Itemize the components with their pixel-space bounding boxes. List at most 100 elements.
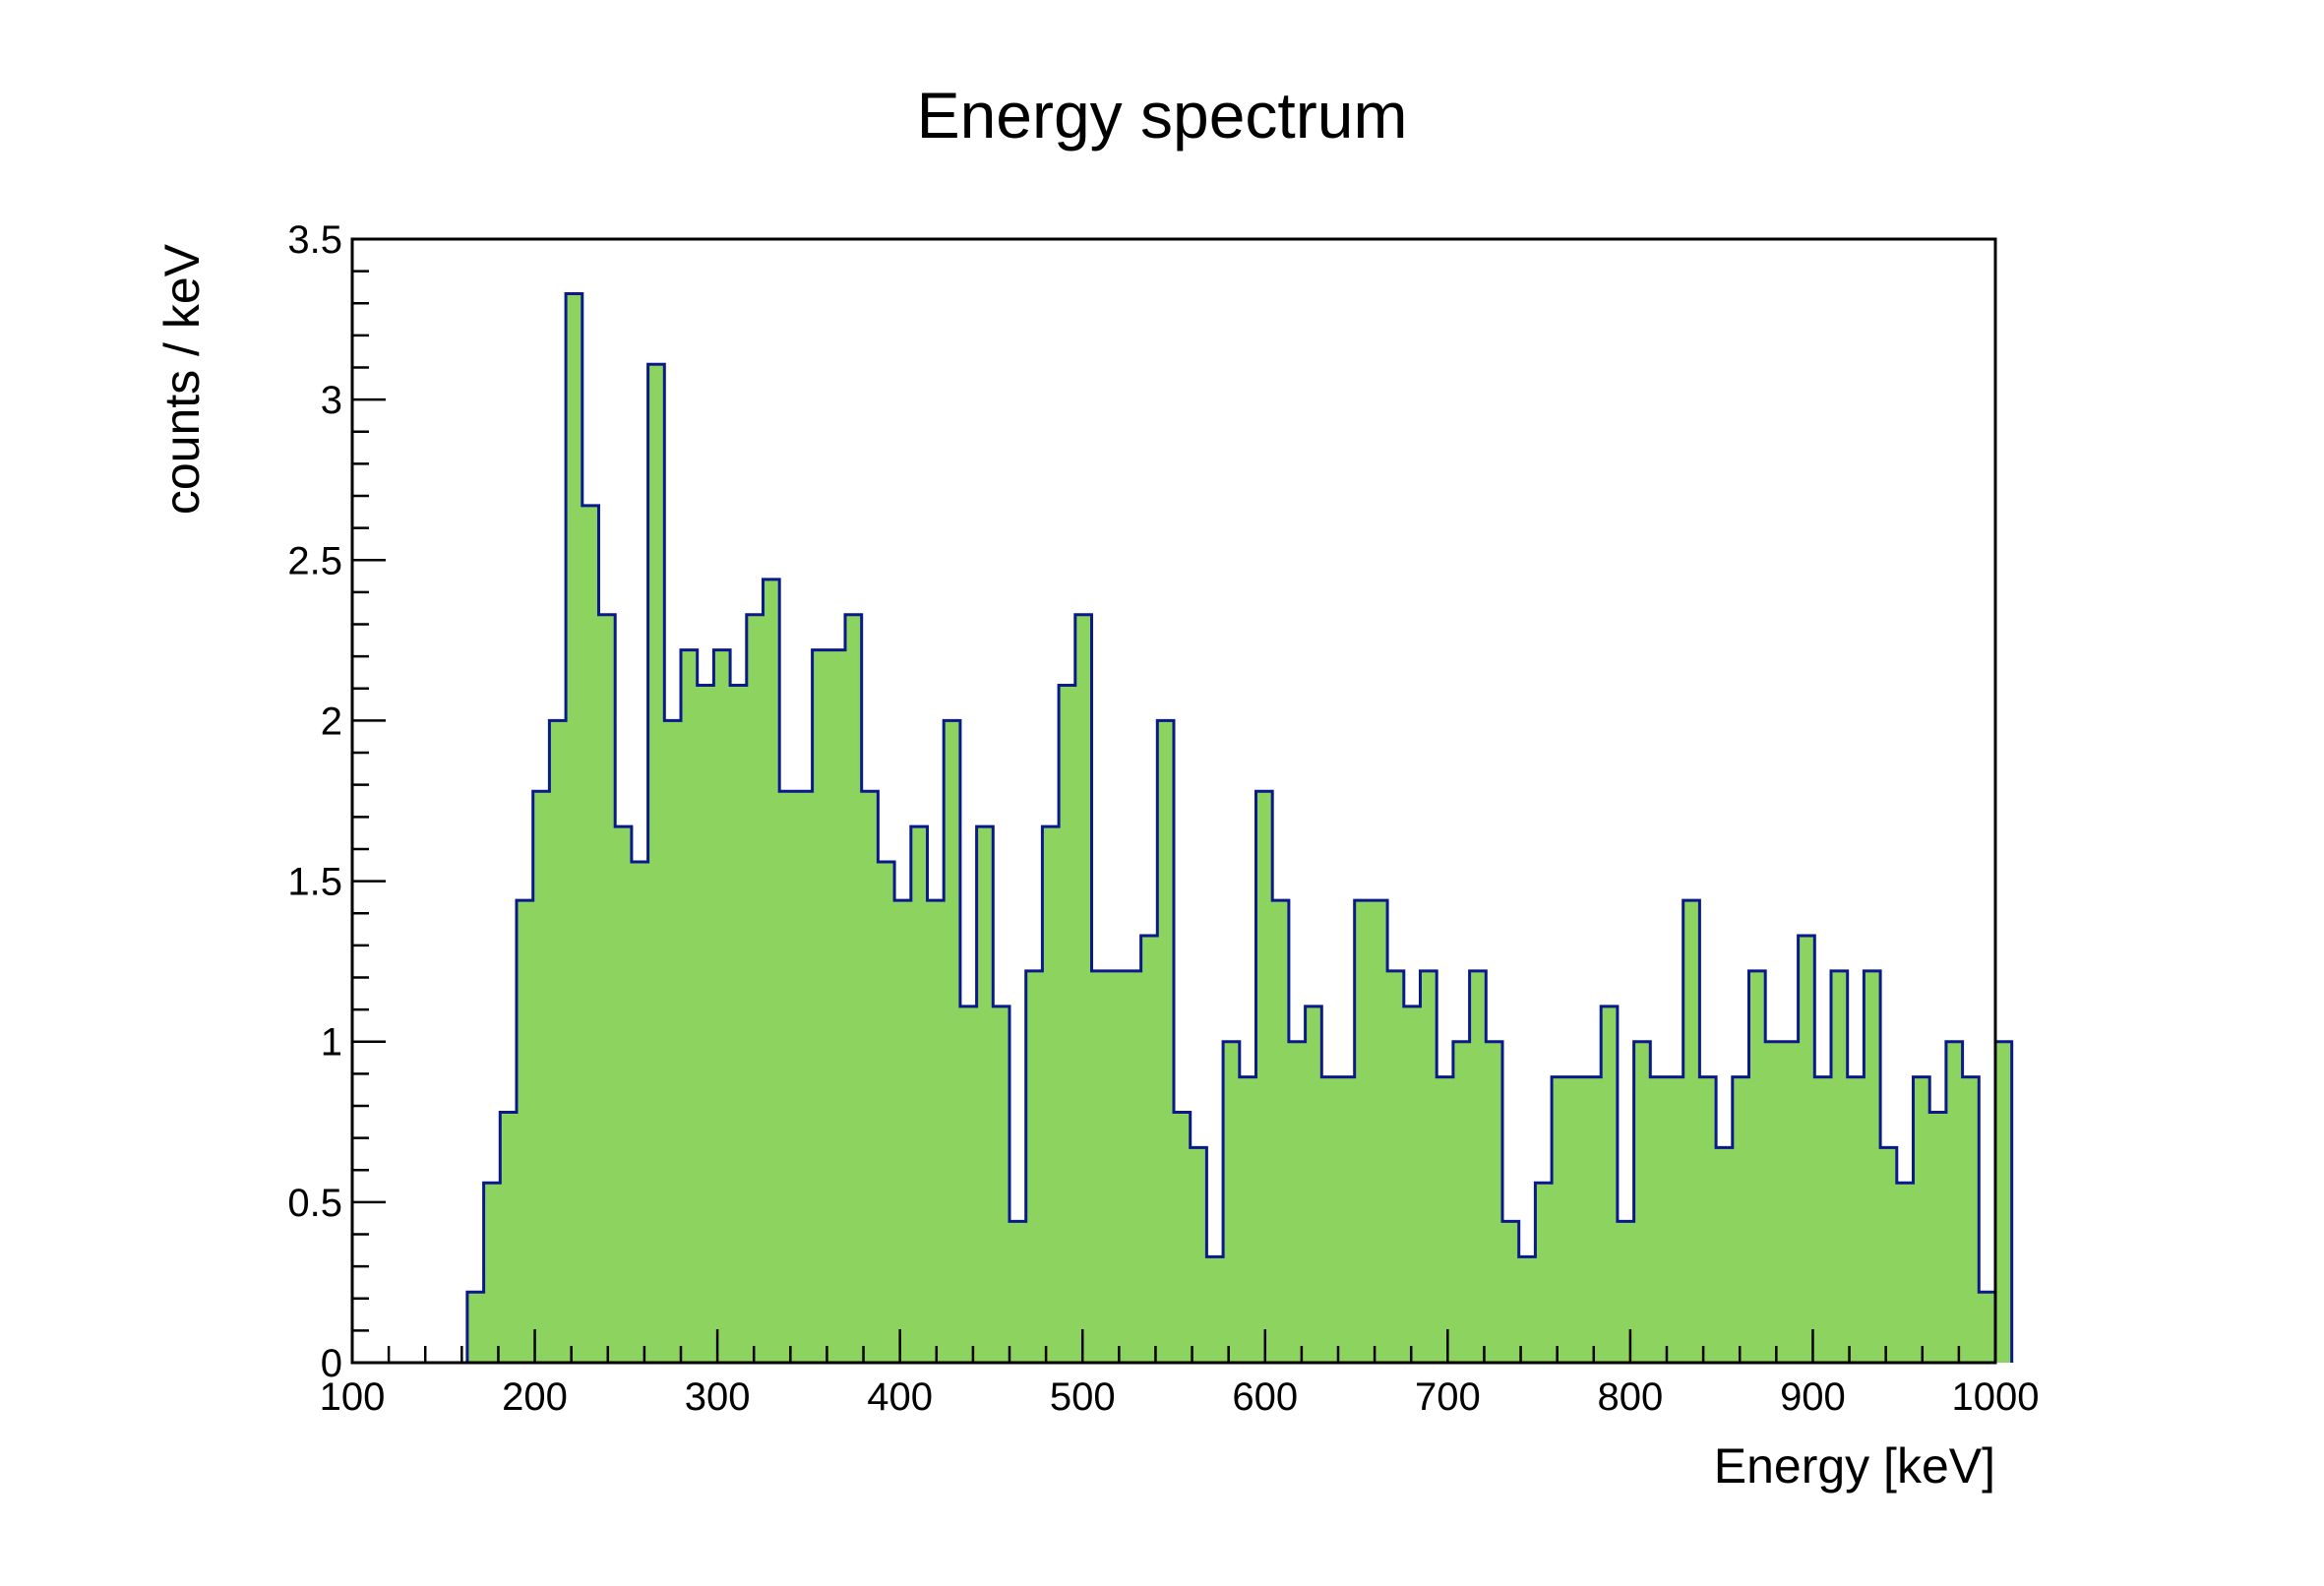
histogram-bar xyxy=(746,614,764,1363)
histogram-bar xyxy=(1108,970,1126,1363)
histogram-bar xyxy=(532,791,550,1363)
histogram-bar xyxy=(1223,1041,1241,1363)
histogram-bar xyxy=(944,720,961,1363)
histogram-bar xyxy=(1272,900,1290,1363)
histogram-bar xyxy=(664,720,682,1363)
histogram-bar xyxy=(1781,1041,1800,1363)
histogram-bar xyxy=(1682,900,1700,1363)
y-tick-label: 1.5 xyxy=(287,861,342,904)
histogram-bar xyxy=(1864,970,1881,1363)
histogram-bar xyxy=(1420,970,1437,1363)
plot-frame xyxy=(350,237,1997,1365)
histogram-bar xyxy=(1157,720,1175,1363)
histogram-bar xyxy=(1633,1041,1651,1363)
histogram-bar xyxy=(1288,1041,1307,1363)
histogram-bar xyxy=(598,614,616,1363)
histogram-bar xyxy=(1617,1221,1635,1363)
histogram-bar xyxy=(1403,1006,1422,1363)
histogram-bar xyxy=(1305,1006,1322,1363)
histogram-outline xyxy=(352,291,2014,1365)
histogram-bar xyxy=(1847,1076,1865,1363)
histogram-bar xyxy=(1667,1076,1684,1363)
histogram-bar xyxy=(697,685,714,1363)
histogram-bar xyxy=(1913,1076,1930,1363)
histogram-bar xyxy=(1124,970,1142,1363)
y-tick-label: 3.5 xyxy=(287,218,342,262)
y-tick-label: 1 xyxy=(321,1021,342,1065)
histogram-bar xyxy=(1601,1006,1619,1363)
histogram-bar xyxy=(1814,1076,1832,1363)
histogram-bar xyxy=(1650,1076,1668,1363)
histogram-bar xyxy=(1699,1076,1717,1363)
histogram-bar xyxy=(1995,1041,2013,1363)
histogram-bar xyxy=(1255,791,1273,1363)
histogram-bar xyxy=(976,826,994,1363)
histogram-bar xyxy=(466,1292,485,1363)
histogram-bar xyxy=(483,1183,501,1363)
histogram-bar xyxy=(631,861,649,1363)
histogram-bar xyxy=(1452,1041,1471,1363)
histogram-bar xyxy=(1502,1221,1520,1363)
histogram-bar xyxy=(1009,1221,1027,1363)
histogram-bar xyxy=(1567,1076,1586,1363)
histogram-bar xyxy=(647,364,665,1363)
histogram-bar xyxy=(1535,1183,1553,1363)
x-tick-label: 600 xyxy=(1232,1375,1298,1419)
histogram-bar xyxy=(1354,900,1372,1363)
y-tick-labels: 0 0.5 1 1.5 2 2.5 3 3.5 xyxy=(287,218,342,1385)
histogram-bar xyxy=(1929,1112,1947,1363)
x-tick-label: 800 xyxy=(1598,1375,1664,1419)
histogram-bar xyxy=(1945,1041,1964,1363)
y-tick-label: 0 xyxy=(321,1342,342,1385)
histogram-bar xyxy=(730,685,748,1363)
histogram-bar xyxy=(681,649,699,1363)
histogram-bar xyxy=(615,826,633,1363)
y-tick-label: 2.5 xyxy=(287,539,342,582)
histogram-bar xyxy=(1979,1292,1996,1363)
histogram-bar xyxy=(812,649,829,1363)
histogram-bar xyxy=(1190,1147,1207,1363)
histogram-bar xyxy=(1042,826,1060,1363)
histogram-bar xyxy=(1518,1256,1536,1363)
histogram-bar xyxy=(959,1006,978,1363)
histogram-bar xyxy=(1748,970,1766,1363)
histogram-bar xyxy=(1584,1076,1602,1363)
y-tick-label: 0.5 xyxy=(287,1182,342,1225)
y-tick-label: 3 xyxy=(321,379,342,422)
histogram-bar xyxy=(1896,1183,1915,1363)
histogram-bar xyxy=(1831,970,1849,1363)
histogram-bar xyxy=(566,293,583,1364)
histogram-bar xyxy=(927,900,945,1363)
histogram-bar xyxy=(1371,900,1388,1363)
histogram-bar xyxy=(1716,1147,1734,1363)
histogram-bar xyxy=(1880,1147,1898,1363)
histogram-bar xyxy=(713,649,731,1363)
x-tick-label: 200 xyxy=(502,1375,568,1419)
histogram-bar xyxy=(878,861,895,1363)
histogram-bar xyxy=(1798,936,1815,1363)
histogram-bar xyxy=(1338,1076,1356,1363)
y-axis-label: counts / keV xyxy=(154,243,210,515)
histogram-bar xyxy=(779,791,797,1363)
histogram-bar xyxy=(1469,970,1487,1363)
histogram-bar xyxy=(894,900,912,1363)
x-tick-label: 100 xyxy=(320,1375,386,1419)
histogram-bar xyxy=(1732,1076,1750,1363)
histogram-bar xyxy=(1387,970,1405,1363)
histogram-bar xyxy=(517,900,534,1363)
histogram-bar xyxy=(861,791,879,1363)
axis-ticks xyxy=(350,237,1997,1365)
histogram-bar xyxy=(1486,1041,1503,1363)
histogram-bar xyxy=(1091,970,1109,1363)
histogram-bar xyxy=(1239,1076,1257,1363)
histogram-bar xyxy=(549,720,567,1363)
x-tick-labels: 100 200 300 400 500 600 700 800 900 1000 xyxy=(320,1375,2040,1419)
x-tick-label: 1000 xyxy=(1952,1375,2040,1419)
x-tick-label: 500 xyxy=(1050,1375,1116,1419)
histogram-bar xyxy=(795,791,814,1363)
x-axis-label: Energy [keV] xyxy=(1714,1438,1995,1494)
histogram-bar xyxy=(1074,614,1093,1363)
x-tick-label: 700 xyxy=(1415,1375,1481,1419)
histogram-bar xyxy=(1552,1076,1569,1363)
